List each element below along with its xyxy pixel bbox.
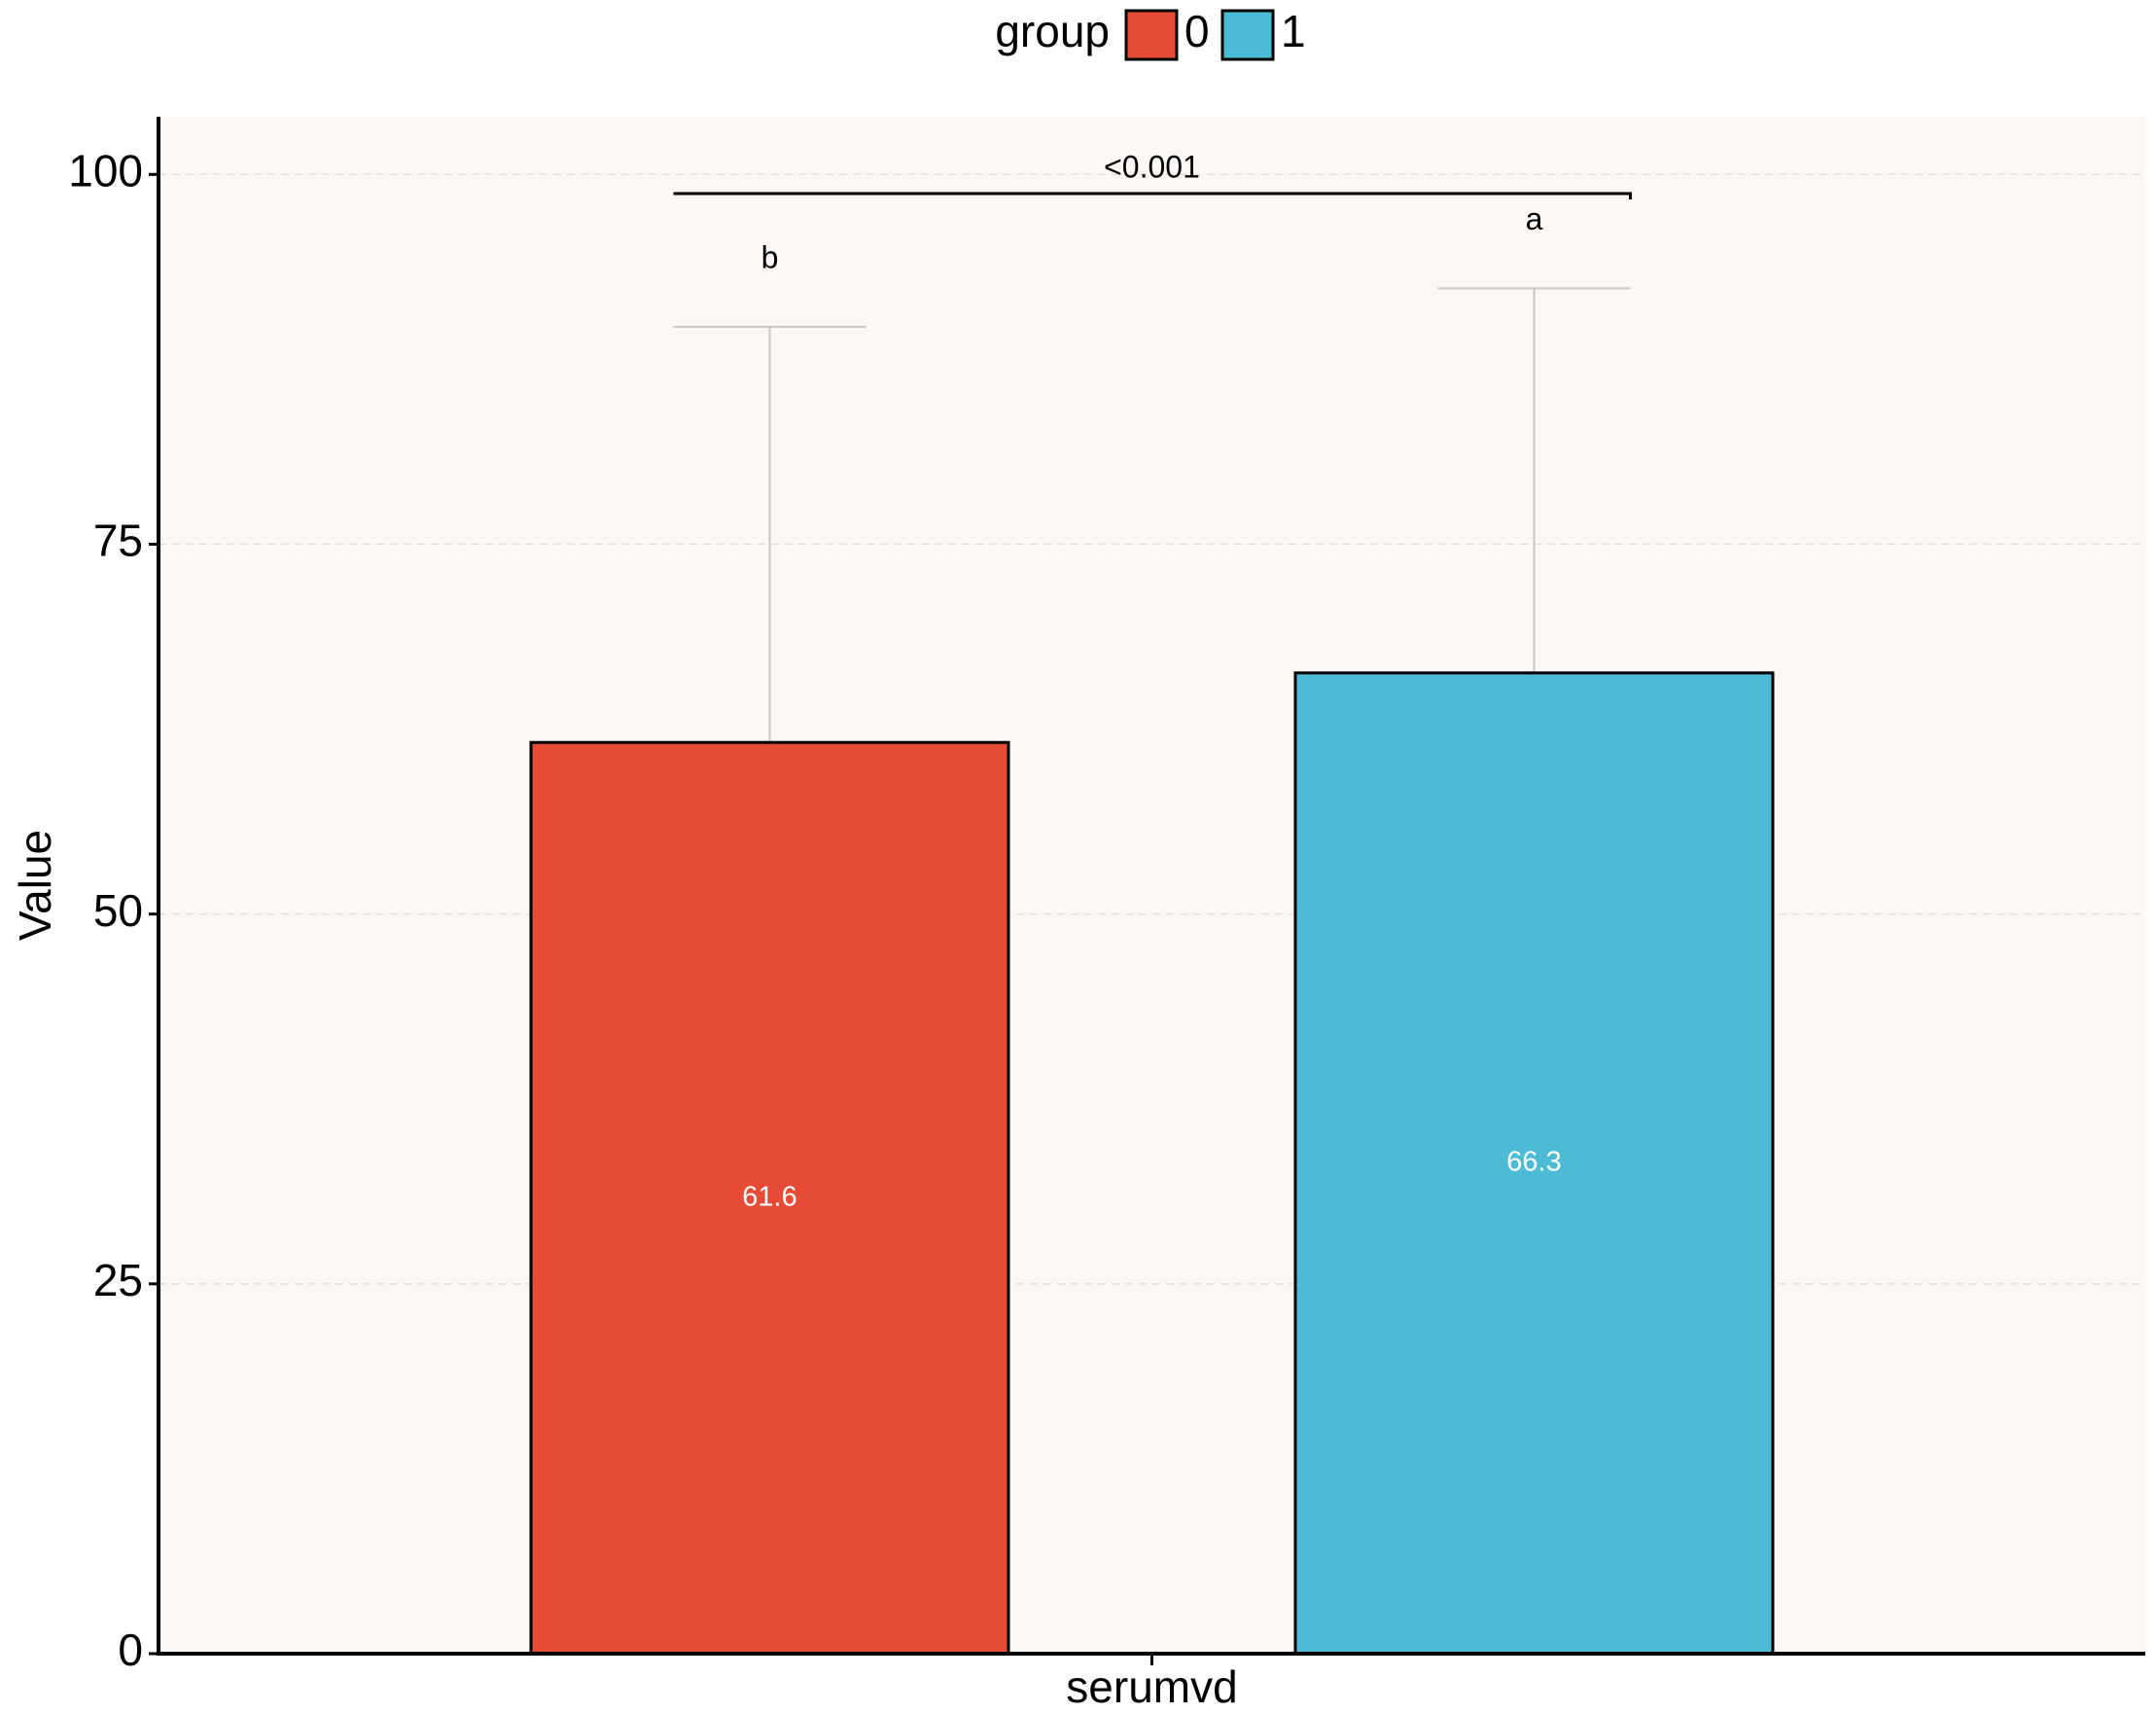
comparison-label: <0.001 (1104, 149, 1200, 184)
y-tick-label: 100 (68, 145, 143, 196)
legend-swatch (1220, 9, 1275, 61)
y-tick-label: 25 (93, 1255, 143, 1305)
y-tick-label: 50 (93, 885, 143, 936)
x-tick-label: serumvd (1066, 1661, 1237, 1712)
letter-label: b (761, 239, 779, 274)
plot-background (159, 117, 2145, 1654)
y-axis-title: Value (10, 830, 60, 941)
legend-title: group (995, 6, 1110, 56)
bar (529, 740, 1010, 1656)
bar (1293, 671, 1775, 1656)
data-label: 66.3 (1506, 1147, 1561, 1178)
legend-label: 1 (1281, 6, 1306, 56)
comparison-bracket (673, 192, 1632, 199)
legend-label: 0 (1184, 6, 1210, 56)
y-tick-label: 0 (118, 1624, 143, 1675)
legend-swatch (1124, 9, 1179, 61)
data-label: 61.6 (742, 1181, 796, 1212)
y-tick-label: 75 (93, 516, 143, 566)
letter-label: a (1526, 201, 1543, 236)
